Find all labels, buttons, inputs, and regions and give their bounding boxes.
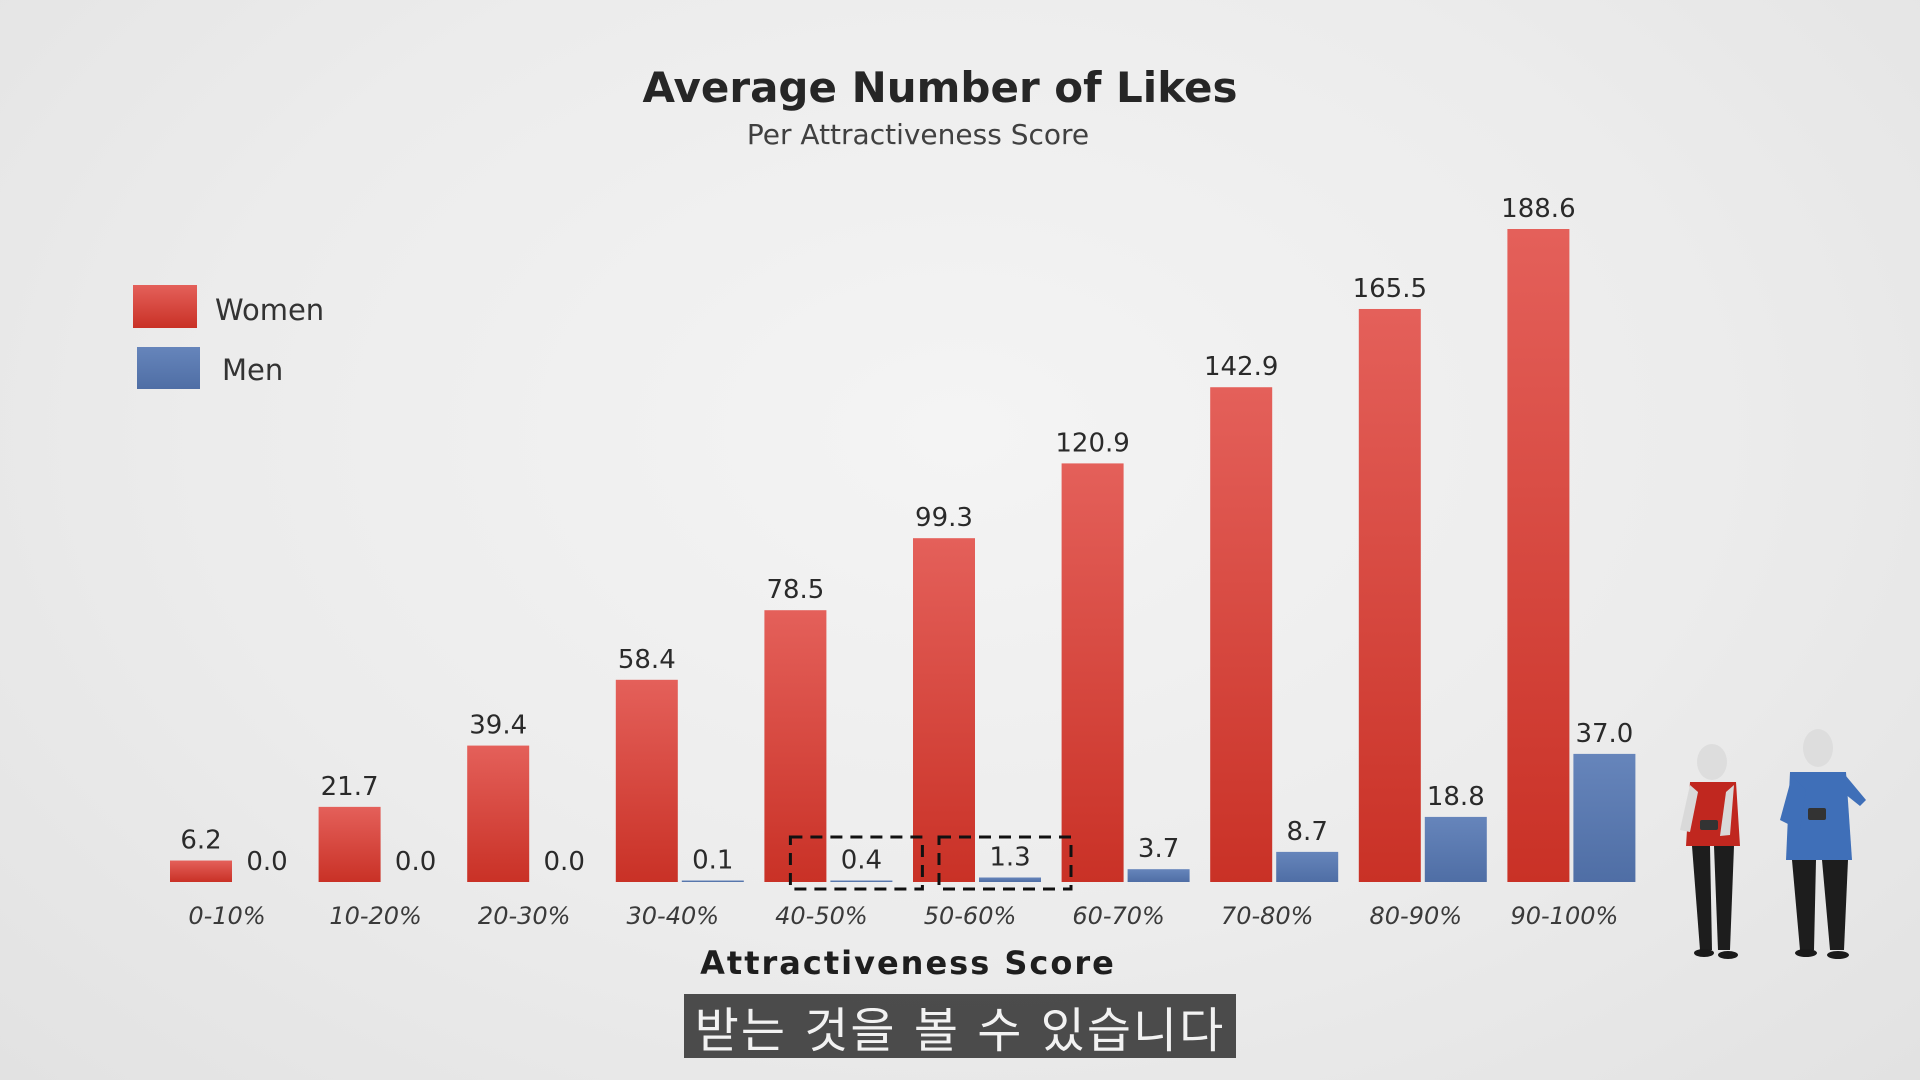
highlight-box-40-50 (788, 835, 924, 891)
x-tick-label-30-40: 30-40% (627, 902, 720, 930)
value-label-men-70-80: 8.7 (1287, 817, 1328, 847)
bar-women-20-30 (467, 745, 530, 882)
legend: Women Men (133, 285, 324, 389)
video-subtitle-box: 받는 것을 볼 수 있습니다 (684, 994, 1236, 1059)
value-label-women-0-10: 6.2 (180, 826, 221, 856)
bar-women-0-10 (170, 860, 232, 882)
highlight-box-50-60 (937, 835, 1073, 891)
x-tick-label-10-20: 10-20% (329, 902, 422, 930)
value-label-men-90-100: 37.0 (1575, 719, 1633, 749)
x-tick-label-40-50: 40-50% (775, 902, 868, 930)
value-label-women-90-100: 188.6 (1501, 194, 1575, 224)
x-tick-label-70-80: 70-80% (1221, 902, 1314, 930)
value-label-women-20-30: 39.4 (469, 711, 527, 741)
bar-men-90-100 (1573, 753, 1636, 882)
bar-women-90-100 (1507, 229, 1570, 882)
x-tick-label-60-70: 60-70% (1072, 902, 1165, 930)
x-tick-label-80-90: 80-90% (1370, 902, 1463, 930)
value-label-men-60-70: 3.7 (1138, 834, 1179, 864)
bar-men-80-90 (1424, 816, 1487, 882)
man-figure-icon (1780, 729, 1866, 959)
x-tick-label-50-60: 50-60% (924, 902, 1017, 930)
x-tick-label-0-10: 0-10% (188, 902, 265, 930)
value-label-men-40-50: 0.4 (841, 846, 882, 876)
bar-men-70-80 (1276, 851, 1339, 882)
x-tick-labels: 0-10% 10-20% 20-30% 30-40% 40-50% 50-60% 60-70… (188, 902, 1618, 930)
bar-women-60-70 (1061, 463, 1124, 882)
value-label-men-0-10: 0.0 (246, 847, 287, 877)
bar-women-50-60 (913, 538, 975, 882)
x-axis-label: Attractiveness Score (700, 944, 1116, 982)
value-label-women-10-20: 21.7 (321, 772, 379, 802)
value-label-men-30-40: 0.1 (692, 846, 733, 876)
bar-women-70-80 (1210, 387, 1273, 882)
bar-men-30-40 (681, 880, 744, 882)
bar-men-60-70 (1127, 869, 1190, 882)
value-label-women-80-90: 165.5 (1353, 274, 1427, 304)
legend-swatch-men (137, 347, 200, 389)
bar-men-40-50 (830, 880, 893, 882)
legend-label-men: Men (222, 353, 283, 387)
legend-swatch-women (133, 285, 197, 328)
bar-women-80-90 (1358, 308, 1421, 883)
value-label-women-60-70: 120.9 (1055, 428, 1129, 458)
value-label-women-70-80: 142.9 (1204, 352, 1278, 382)
value-label-men-20-30: 0.0 (544, 847, 585, 877)
bar-women-10-20 (318, 806, 381, 882)
chart-subtitle: Per Attractiveness Score (747, 118, 1089, 151)
bar-women-30-40 (615, 679, 678, 882)
bars-group (170, 229, 1636, 883)
x-tick-label-90-100: 90-100% (1510, 902, 1618, 930)
value-label-women-50-60: 99.3 (915, 503, 973, 533)
video-subtitle-text: 받는 것을 볼 수 있습니다 (694, 1003, 1226, 1059)
chart-title: Average Number of Likes (643, 63, 1238, 112)
bar-women-40-50 (764, 610, 827, 882)
value-label-men-10-20: 0.0 (395, 847, 436, 877)
bar-labels-group: 6.2 0.0 21.7 0.0 39.4 0.0 58.4 0.1 78.5 0.4 99.3 1.… (180, 194, 1633, 891)
bar-men-50-60 (979, 877, 1041, 882)
x-tick-label-20-30: 20-30% (478, 902, 571, 930)
value-label-men-50-60: 1.3 (989, 842, 1030, 872)
value-label-men-80-90: 18.8 (1427, 782, 1485, 812)
legend-label-women: Women (215, 293, 324, 327)
woman-figure-icon (1680, 744, 1740, 959)
value-label-women-30-40: 58.4 (618, 645, 676, 675)
value-label-women-40-50: 78.5 (766, 575, 824, 605)
